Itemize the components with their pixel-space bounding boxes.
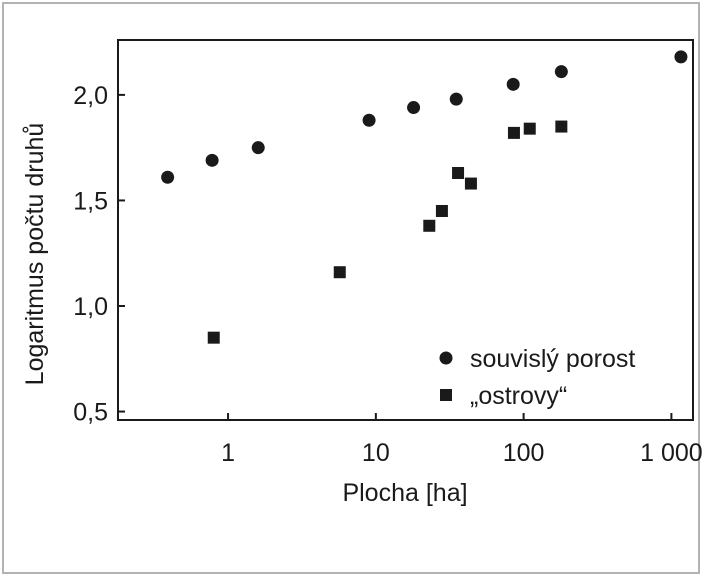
data-point-circle [554, 65, 568, 79]
data-point-circle [362, 113, 376, 127]
legend: souvislý porost „ostrovy“ [439, 345, 635, 410]
data-point-square [333, 266, 346, 279]
data-point-square [423, 219, 436, 232]
plot-area-border [117, 39, 694, 421]
data-point-circle [205, 153, 219, 167]
data-point-circle [674, 50, 688, 64]
y-tick-label: 1,0 [73, 293, 108, 321]
data-point-square [507, 126, 520, 139]
data-point-circle [449, 92, 463, 106]
x-axis-ticks: 1 10 100 1 000 [221, 413, 703, 467]
x-tick-label: 1 [221, 439, 235, 467]
x-axis-label: Plocha [ha] [342, 479, 467, 507]
data-point-square [207, 331, 220, 344]
x-tick-label: 1 000 [640, 439, 703, 467]
x-tick-label: 10 [362, 439, 390, 467]
data-point-circle [407, 101, 421, 115]
legend-label: souvislý porost [470, 345, 635, 373]
data-point-square [555, 120, 568, 133]
legend-circle-marker [439, 351, 453, 365]
y-tick-label: 2,0 [73, 82, 108, 110]
data-point-square [435, 205, 448, 217]
legend-label: „ostrovy“ [470, 382, 567, 410]
x-tick-label: 100 [503, 439, 545, 467]
y-tick-label: 0,5 [73, 399, 108, 427]
data-point-square [464, 177, 477, 190]
y-axis-ticks: 0,5 1,0 1,5 2,0 [73, 82, 125, 427]
legend-square-marker [440, 389, 452, 401]
data-point-circle [251, 141, 265, 155]
data-point-square [523, 122, 536, 135]
data-point-circle [506, 77, 520, 91]
data-point-circle [161, 170, 175, 184]
y-tick-label: 1,5 [73, 187, 108, 215]
y-axis-label: Logaritmus počtu druhů [21, 123, 49, 386]
data-points [161, 50, 688, 344]
data-point-square [452, 167, 465, 179]
